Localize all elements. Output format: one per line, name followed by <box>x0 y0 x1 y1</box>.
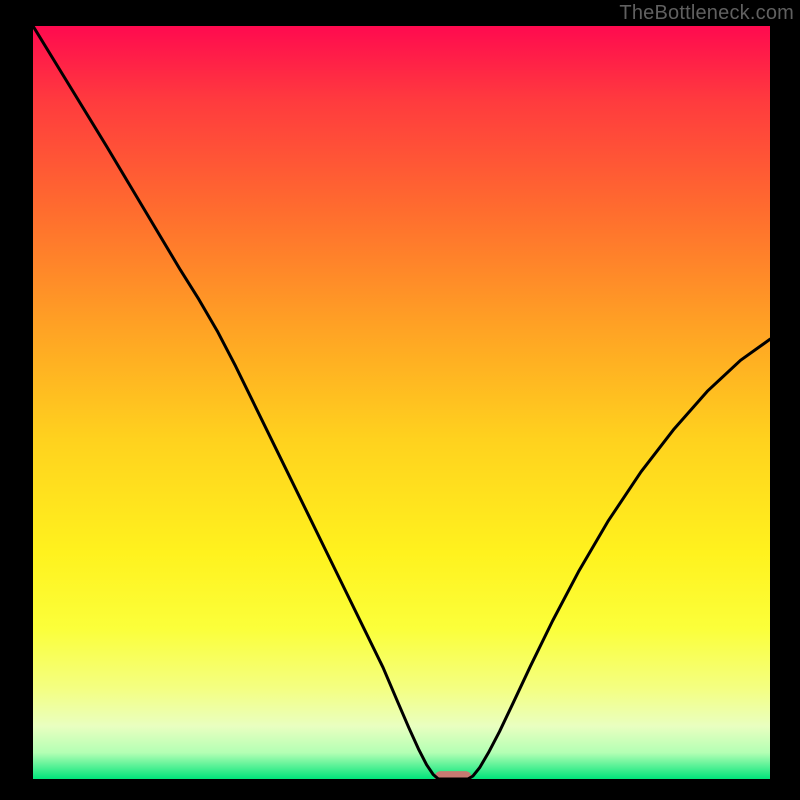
chart-frame: TheBottleneck.com <box>0 0 800 800</box>
gradient-background <box>33 26 770 779</box>
bottleneck-chart <box>33 26 770 779</box>
watermark-text: TheBottleneck.com <box>619 2 794 25</box>
